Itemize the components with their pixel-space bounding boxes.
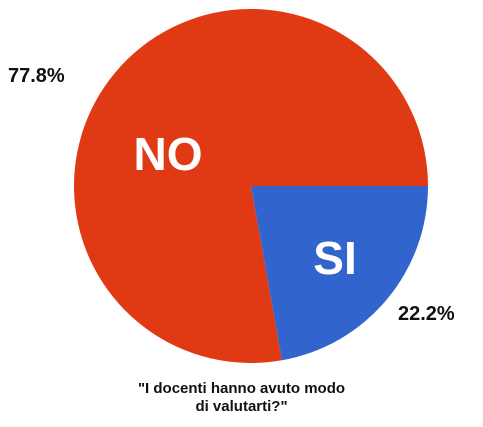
value-label-no: 77.8% xyxy=(8,65,65,87)
pie-slice-si xyxy=(251,186,428,361)
caption-line-1: "I docenti hanno avuto modo xyxy=(137,380,346,397)
caption-line-2: di valutarti?" xyxy=(195,398,288,415)
slice-label-si: SI xyxy=(313,232,356,284)
slice-label-no: NO xyxy=(134,128,203,180)
chart-caption: "I docenti hanno avuto modo di valutarti… xyxy=(0,380,483,416)
value-label-si: 22.2% xyxy=(398,303,455,325)
pie-slice-no xyxy=(74,9,428,364)
